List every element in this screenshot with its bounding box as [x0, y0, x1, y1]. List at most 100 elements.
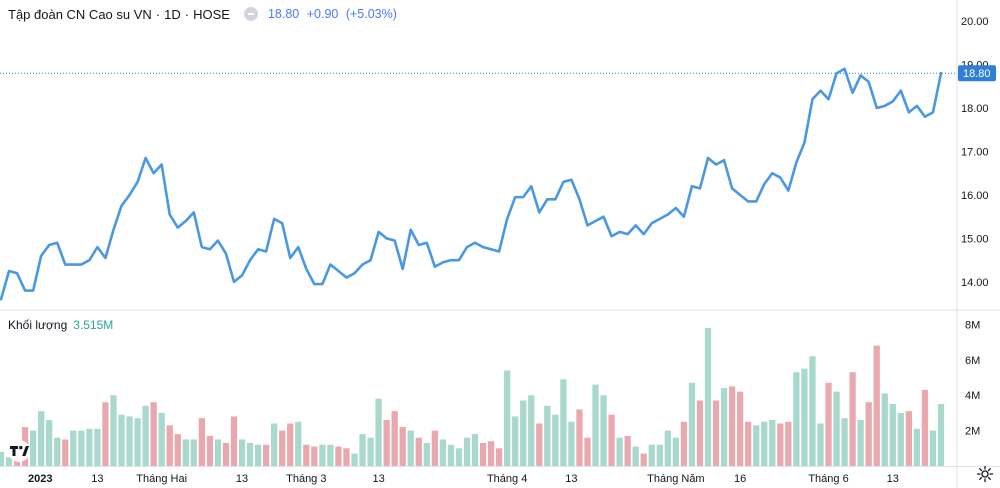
time-axis-tick-label: Tháng 6 [808, 473, 848, 485]
volume-bar [897, 412, 904, 466]
volume-bar [327, 444, 334, 466]
symbol-name[interactable]: Tập đoàn CN Cao su VN [8, 6, 152, 22]
volume-bar [761, 421, 768, 466]
volume-bar [552, 414, 559, 466]
volume-bar [905, 411, 912, 466]
volume-bar [809, 356, 816, 466]
volume-label[interactable]: Khối lượng [8, 318, 68, 332]
separator-dot: · [155, 6, 161, 22]
volume-bar [576, 409, 583, 466]
time-axis-tick-label: Tháng 3 [286, 473, 326, 485]
volume-bar [680, 421, 688, 466]
volume-bar [5, 457, 13, 466]
volume-bar [359, 434, 366, 466]
volume-bar [937, 404, 945, 466]
volume-bar [745, 421, 752, 466]
volume-bar [584, 437, 591, 466]
volume-bar [592, 384, 599, 466]
time-axis-tick-label: Tháng Năm [647, 473, 704, 485]
price-change: +0.90 [306, 7, 339, 21]
volume-bar [696, 400, 704, 466]
last-price-tag-label: 18.80 [963, 68, 991, 80]
time-axis-tick-label: Tháng 4 [487, 473, 527, 485]
volume-legend: Khối lượng 3.515M [8, 318, 113, 332]
price-axis-tick-label: 15.00 [961, 233, 989, 245]
volume-bar [319, 444, 326, 466]
volume-bar [86, 428, 93, 466]
volume-bar [600, 395, 607, 466]
volume-bar [769, 419, 776, 466]
time-axis-tick-label: 13 [91, 473, 103, 485]
volume-bar [150, 402, 157, 466]
volume-bar [560, 379, 567, 466]
volume-bar [455, 448, 463, 466]
volume-bar [712, 400, 720, 466]
volume-axis-tick-label: 8M [965, 319, 980, 331]
volume-axis-tick-label: 6M [965, 355, 980, 367]
volume-bar [857, 419, 864, 466]
volume-bar [528, 395, 535, 466]
volume-bar [254, 444, 262, 466]
volume-bar [230, 416, 238, 466]
volume-bar [335, 446, 342, 466]
volume-bar [78, 430, 85, 466]
volume-bar [134, 418, 141, 466]
volume-axis-tick-label: 4M [965, 390, 980, 402]
volume-bar [487, 441, 495, 466]
volume-bar [777, 423, 784, 466]
volume-bar [206, 435, 214, 466]
interval-label[interactable]: 1D [164, 6, 181, 22]
volume-bar [640, 453, 647, 466]
volume-bar [624, 435, 631, 466]
volume-bar [889, 404, 896, 466]
volume-bar [303, 444, 310, 466]
exchange-label: HOSE [193, 6, 230, 22]
time-axis-tick-label: 13 [372, 473, 384, 485]
volume-bar [753, 425, 760, 466]
volume-axis-tick-label: 2M [965, 426, 980, 438]
volume-bar [190, 439, 197, 466]
volume-bar [367, 437, 374, 466]
volume-bar [664, 430, 671, 466]
volume-bar [70, 430, 77, 466]
last-price-tag[interactable] [958, 65, 996, 82]
volume-bar [447, 444, 455, 466]
volume-bar [54, 437, 61, 466]
price-axis-tick-label: 14.00 [961, 277, 989, 289]
chart-legend: Tập đoàn CN Cao su VN · 1D · HOSE 18.80 … [8, 6, 401, 22]
volume-bar [439, 439, 447, 466]
volume-bar [415, 437, 422, 466]
volume-bar [479, 442, 487, 466]
volume-bar [881, 393, 888, 466]
gear-icon[interactable] [976, 465, 994, 483]
volume-bar [182, 439, 189, 466]
price-line [0, 67, 943, 301]
volume-bar [262, 444, 270, 466]
volume-bar [841, 418, 848, 466]
volume-bar [279, 430, 286, 466]
volume-bar [825, 382, 832, 466]
volume-bar [391, 411, 398, 466]
volume-bar [568, 421, 575, 466]
volume-bar [222, 442, 230, 466]
price-axis-tick-label: 18.00 [961, 103, 989, 115]
price-axis-tick-label: 17.00 [961, 146, 989, 158]
price-axis-tick-label: 16.00 [961, 190, 989, 202]
volume-bar [913, 428, 921, 466]
volume-bar [62, 439, 69, 466]
volume-bar [38, 411, 45, 466]
volume-bar [399, 427, 406, 466]
time-axis-tick-label: Tháng Hai [136, 473, 187, 485]
tradingview-logo-icon[interactable] [7, 440, 31, 462]
volume-bar [704, 327, 712, 466]
time-axis-tick-label: 13 [887, 473, 899, 485]
eye-icon[interactable] [243, 7, 258, 21]
volume-bar [720, 388, 728, 466]
volume-bar [833, 391, 840, 466]
time-axis-tick-label: 16 [734, 473, 746, 485]
volume-bar [287, 423, 294, 466]
volume-bar [246, 442, 254, 466]
volume-bar [737, 391, 744, 466]
volume-bar [198, 418, 205, 466]
